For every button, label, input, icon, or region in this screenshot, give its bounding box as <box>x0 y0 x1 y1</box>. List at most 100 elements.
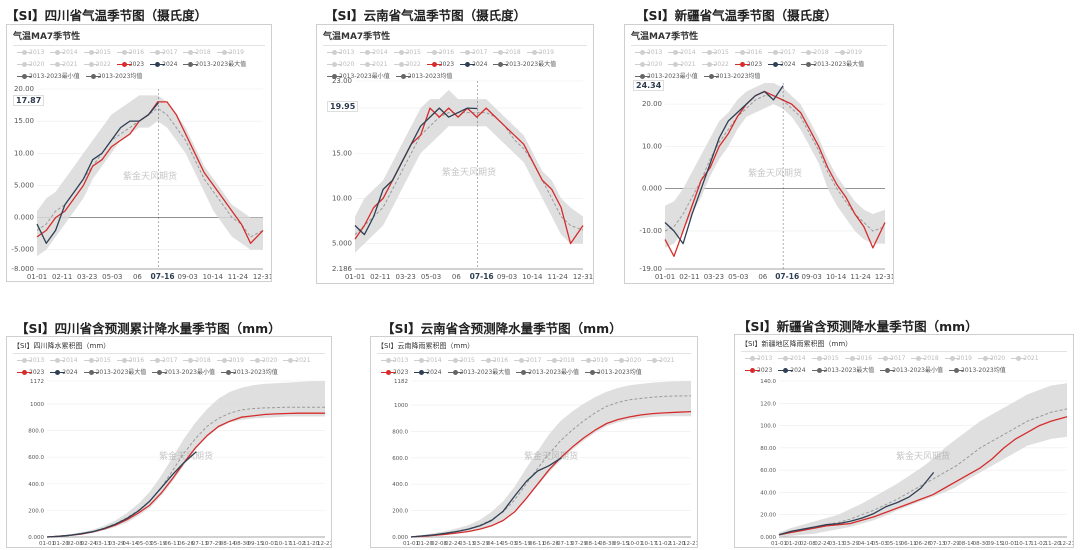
legend-item[interactable]: 2024 <box>460 59 487 71</box>
legend-item[interactable]: 2014 <box>50 355 78 367</box>
legend-item[interactable]: 2018 <box>183 47 211 59</box>
legend-item[interactable]: 2015 <box>393 47 421 59</box>
legend-item[interactable]: 2013 <box>381 355 408 367</box>
legend-item[interactable]: 2013-2023均值 <box>949 365 1006 377</box>
legend-item[interactable]: 2024 <box>414 367 442 379</box>
legend-item[interactable]: 2019 <box>526 47 554 59</box>
legend-item[interactable]: 2013-2023最小值 <box>152 367 215 379</box>
legend-item[interactable]: 2013-2023均值 <box>585 367 642 379</box>
legend-item[interactable]: 2017 <box>878 353 905 365</box>
legend-item[interactable]: 2021 <box>1011 353 1039 365</box>
legend-item[interactable]: 2013-2023最大值 <box>811 365 874 377</box>
legend-item[interactable]: 2020 <box>327 59 354 71</box>
legend-item[interactable]: 2016 <box>426 47 454 59</box>
legend-item[interactable]: 2017 <box>150 355 177 367</box>
legend-item[interactable]: 2013-2023均值 <box>395 71 452 83</box>
legend-item[interactable]: 2018 <box>493 47 521 59</box>
legend-item[interactable]: 2015 <box>811 353 839 365</box>
legend-item[interactable]: 2013-2023最大值 <box>183 59 246 71</box>
legend-item[interactable]: 2023 <box>426 59 454 71</box>
legend-item[interactable]: 2016 <box>116 355 144 367</box>
legend-item[interactable]: 2023 <box>745 365 772 377</box>
legend-item[interactable]: 2013-2023均值 <box>703 71 760 83</box>
legend-item[interactable]: 2016 <box>734 47 762 59</box>
y-tick-label: -5.000 <box>11 246 34 254</box>
legend-item[interactable]: 2013 <box>327 47 354 59</box>
legend-item[interactable]: 2015 <box>701 47 729 59</box>
legend-label: 2024 <box>472 61 488 68</box>
legend-item[interactable]: 2019 <box>216 355 244 367</box>
legend-item[interactable]: 2022 <box>393 59 421 71</box>
legend-item[interactable]: 2017 <box>514 355 541 367</box>
legend-item[interactable]: 2018 <box>547 355 575 367</box>
legend-item[interactable]: 2017 <box>460 47 487 59</box>
y-tick-label: 5.000 <box>332 240 352 248</box>
legend-item[interactable]: 2018 <box>801 47 829 59</box>
y-tick-label: 1172 <box>30 379 44 385</box>
legend-item[interactable]: 2020 <box>249 355 277 367</box>
legend-item[interactable]: 2013-2023最小值 <box>516 367 579 379</box>
legend-item[interactable]: 2022 <box>701 59 729 71</box>
legend-item[interactable]: 2013 <box>745 353 772 365</box>
legend-item[interactable]: 2016 <box>844 353 872 365</box>
legend-item[interactable]: 2013 <box>17 47 44 59</box>
legend-item[interactable]: 2014 <box>50 47 78 59</box>
legend-item[interactable]: 2013-2023最小值 <box>880 365 943 377</box>
legend-marker-icon <box>701 50 717 55</box>
legend-item[interactable]: 2021 <box>668 59 696 71</box>
legend-item[interactable]: 2016 <box>116 47 145 59</box>
legend-item[interactable]: 2021 <box>360 59 388 71</box>
legend-item[interactable]: 2023 <box>381 367 408 379</box>
legend-item[interactable]: 2018 <box>183 355 211 367</box>
legend-item[interactable]: 2013-2023最大值 <box>447 367 511 379</box>
legend-item[interactable]: 2020 <box>17 59 44 71</box>
legend-item[interactable]: 2021 <box>283 355 311 367</box>
legend-item[interactable]: 2019 <box>834 47 862 59</box>
legend-item[interactable]: 2020 <box>635 59 662 71</box>
legend-item[interactable]: 2022 <box>83 59 111 71</box>
legend-item[interactable]: 2013-2023最小值 <box>17 71 80 83</box>
legend-item[interactable]: 2017 <box>150 47 177 59</box>
legend-item[interactable]: 2015 <box>83 47 111 59</box>
legend-label: 2014 <box>372 49 388 56</box>
legend-item[interactable]: 2013-2023最小值 <box>635 71 698 83</box>
x-tick-label: 06-26 <box>178 541 194 547</box>
legend-item[interactable]: 2013-2023均值 <box>221 367 278 379</box>
legend-item[interactable]: 2018 <box>911 353 939 365</box>
legend-item[interactable]: 2021 <box>50 59 78 71</box>
legend-item[interactable]: 2013-2023最大值 <box>801 59 864 71</box>
legend-item[interactable]: 2014 <box>778 353 806 365</box>
legend-label: 2016 <box>128 49 145 56</box>
legend-item[interactable]: 2019 <box>580 355 608 367</box>
legend-item[interactable]: 2023 <box>734 59 762 71</box>
legend-item[interactable]: 2016 <box>480 355 508 367</box>
legend-item[interactable]: 2024 <box>50 367 78 379</box>
legend-item[interactable]: 2013-2023最大值 <box>493 59 556 71</box>
legend-item[interactable]: 2013-2023均值 <box>85 71 142 83</box>
legend-item[interactable]: 2020 <box>613 355 641 367</box>
legend-label: 2013-2023最大值 <box>459 369 511 376</box>
y-tick-label: -8.000 <box>11 265 34 273</box>
legend-item[interactable]: 2023 <box>17 367 44 379</box>
legend-marker-icon <box>327 62 342 67</box>
legend-item[interactable]: 2015 <box>83 355 111 367</box>
legend-item[interactable]: 2015 <box>447 355 475 367</box>
x-tick-label: 09-03 <box>497 273 517 281</box>
legend-item[interactable]: 2017 <box>768 47 795 59</box>
legend-item[interactable]: 2013 <box>635 47 662 59</box>
legend-item[interactable]: 2024 <box>768 59 795 71</box>
legend-item[interactable]: 2014 <box>414 355 442 367</box>
legend-item[interactable]: 2021 <box>647 355 675 367</box>
legend-item[interactable]: 2014 <box>360 47 388 59</box>
legend-label: 2021 <box>1023 355 1039 362</box>
legend-item[interactable]: 2019 <box>216 47 244 59</box>
legend-item[interactable]: 2024 <box>150 59 177 71</box>
legend-item[interactable]: 2023 <box>116 59 144 71</box>
legend-item[interactable]: 2024 <box>778 365 806 377</box>
legend-item[interactable]: 2020 <box>977 353 1005 365</box>
legend-item[interactable]: 2013-2023最大值 <box>83 367 146 379</box>
legend-item[interactable]: 2013-2023最小值 <box>327 71 390 83</box>
legend-item[interactable]: 2019 <box>944 353 972 365</box>
legend-item[interactable]: 2014 <box>668 47 696 59</box>
legend-item[interactable]: 2013 <box>17 355 44 367</box>
